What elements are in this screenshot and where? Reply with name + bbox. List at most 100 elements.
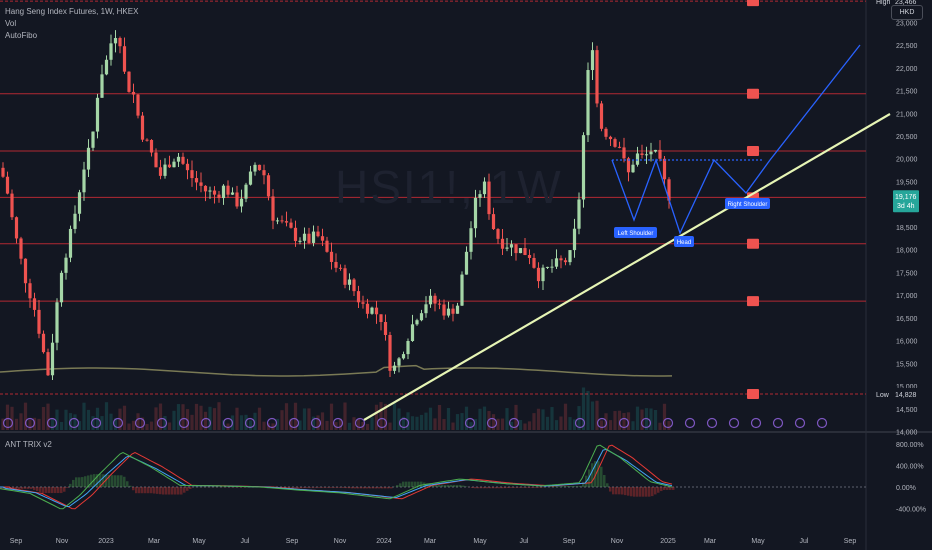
event-marker: [90, 417, 102, 429]
price-tick-label: 18,000: [896, 248, 918, 255]
candle-body: [217, 194, 221, 199]
trix-histogram-bar: [30, 487, 33, 489]
candle-body: [68, 228, 73, 258]
volume-bar: [518, 419, 523, 430]
volume-bar: [194, 403, 199, 430]
event-marker: [640, 417, 652, 429]
volume-bar: [500, 418, 505, 430]
trix-histogram-bar: [435, 485, 438, 487]
trix-histogram-bar: [63, 487, 66, 492]
volume-bar: [122, 405, 127, 430]
trix-histogram-bar: [321, 487, 324, 488]
trix-histogram-bar: [441, 485, 444, 487]
trix-histogram-bar: [669, 487, 672, 490]
volume-bar: [667, 421, 671, 430]
trix-histogram-bar: [333, 487, 336, 488]
candle-body: [55, 302, 59, 343]
volume-bar: [86, 409, 91, 430]
trix-histogram-bar: [54, 487, 57, 494]
trix-histogram-bar: [378, 487, 381, 489]
volume-bar: [622, 412, 626, 430]
trix-histogram-bar: [357, 487, 360, 489]
candle-body: [401, 354, 406, 359]
candle-body: [41, 333, 46, 353]
trix-histogram-bar: [396, 485, 399, 487]
candle-body: [509, 244, 514, 248]
autofibo-legend[interactable]: AutoFibo: [5, 31, 38, 40]
candle-body: [104, 59, 109, 75]
time-tick-label: May: [192, 538, 206, 545]
volume-bar: [595, 400, 599, 430]
price-tick-label: 22,000: [896, 66, 918, 73]
trix-histogram-bar: [540, 487, 543, 488]
trix-histogram-bar: [330, 487, 333, 488]
trix-histogram-bar: [162, 487, 165, 495]
trix-histogram-bar: [471, 487, 474, 489]
trix-histogram-bar: [291, 487, 294, 488]
volume-bar: [455, 414, 460, 430]
candle-body: [208, 190, 212, 192]
candle-body: [446, 308, 451, 316]
trix-histogram-bar: [9, 487, 12, 491]
candle-body: [257, 164, 262, 171]
volume-bar: [154, 407, 158, 430]
candle-body: [293, 227, 298, 242]
rising-trendline: [363, 113, 891, 421]
price-tick-label: 17,500: [896, 270, 918, 277]
volume-bar: [428, 407, 433, 430]
symbol-legend[interactable]: Hang Seng Index Futures, 1W, HKEX: [5, 7, 139, 16]
volume-bar: [1, 418, 5, 430]
candle-body: [599, 103, 604, 129]
candle-body: [77, 192, 82, 214]
trix-histogram-bar: [123, 476, 126, 487]
candle-body: [329, 251, 334, 262]
volume-bar: [203, 411, 208, 430]
candle-body: [563, 260, 568, 263]
trix-histogram-bar: [129, 485, 132, 487]
trix-histogram-bar: [411, 481, 414, 487]
trix-histogram-bar: [645, 487, 648, 497]
volume-bar: [136, 413, 140, 430]
trix-histogram-bar: [408, 481, 411, 487]
volume-bar: [208, 406, 212, 430]
volume-bar: [469, 422, 473, 430]
trix-legend[interactable]: ANT TRIX v2: [5, 440, 52, 449]
volume-bar: [37, 418, 41, 430]
volume-bar: [590, 401, 595, 430]
candle-body: [14, 217, 19, 239]
event-marker: [112, 417, 124, 429]
candle-body: [424, 304, 428, 314]
volume-bar: [473, 418, 478, 430]
volume-legend[interactable]: Vol: [5, 19, 17, 28]
trix-histogram-bar: [33, 487, 36, 490]
price-tick-label: 15,500: [896, 361, 918, 368]
event-marker: [244, 417, 256, 429]
candle-body: [271, 196, 275, 221]
candle-body: [46, 352, 50, 376]
candle-body: [307, 233, 311, 243]
trix-histogram-bar: [501, 487, 504, 489]
trix-histogram-bar: [72, 479, 75, 487]
pattern-label-text: Head: [677, 240, 691, 246]
volume-bar: [599, 420, 604, 430]
candle-body: [185, 163, 190, 171]
current-price-value: 19,176: [895, 194, 917, 201]
price-tick-label: 21,000: [896, 111, 918, 118]
time-tick-label: Nov: [334, 538, 347, 545]
trix-histogram-bar: [297, 487, 300, 488]
currency-button[interactable]: HKD: [891, 5, 923, 20]
trix-histogram-bar: [375, 487, 378, 489]
candle-body: [298, 240, 302, 242]
candle-body: [514, 244, 518, 254]
candle-body: [383, 321, 388, 335]
candle-body: [545, 266, 550, 268]
price-tick-label: 23,000: [896, 20, 918, 27]
axes: 23,000 22,500 22,000 21,500 21,000 20,500 20,0…: [10, 0, 926, 545]
volume-bar: [316, 415, 320, 430]
candle-body: [154, 152, 158, 168]
trix-histogram-bar: [42, 487, 45, 494]
trix-histogram-bar: [453, 485, 456, 487]
candle-body: [275, 220, 280, 222]
time-tick-label: 2025: [660, 538, 676, 545]
